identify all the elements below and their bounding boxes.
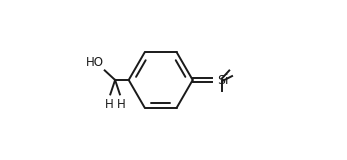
Text: Si: Si — [217, 73, 228, 87]
Text: H: H — [105, 98, 113, 111]
Text: H: H — [117, 98, 126, 111]
Text: HO: HO — [86, 56, 104, 69]
